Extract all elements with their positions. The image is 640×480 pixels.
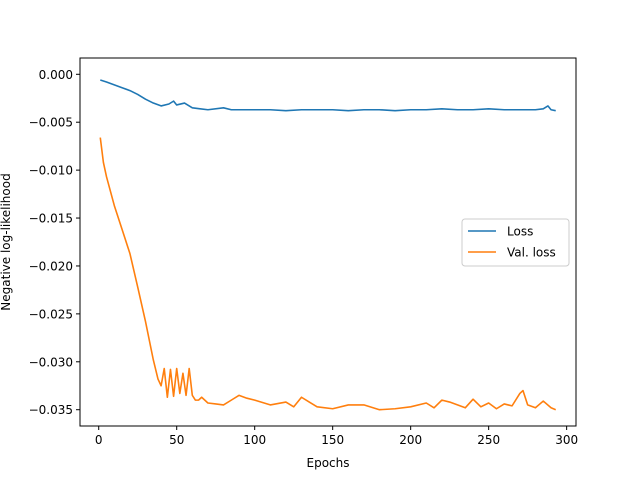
y-tick-label: −0.025 (29, 307, 73, 321)
legend: Loss Val. loss (461, 218, 570, 267)
y-tick-label: −0.010 (29, 164, 73, 178)
x-tick-label: 150 (321, 433, 344, 447)
x-tick-label: 250 (477, 433, 500, 447)
y-tick-label: −0.015 (29, 212, 73, 226)
x-tick-label: 100 (243, 433, 266, 447)
x-axis: 0 50 100 150 200 250 300 (95, 426, 578, 447)
x-tick-label: 200 (399, 433, 422, 447)
y-tick-label: −0.030 (29, 355, 73, 369)
legend-label-val-loss: Val. loss (507, 246, 556, 260)
y-axis-label: Negative log-likelihood (0, 173, 13, 310)
y-tick-label: −0.005 (29, 116, 73, 130)
y-tick-label: −0.035 (29, 403, 73, 417)
y-tick-label: −0.020 (29, 259, 73, 273)
series-layer (99, 79, 557, 411)
y-tick-label: 0.000 (39, 68, 73, 82)
x-tick-label: 50 (169, 433, 184, 447)
series-line-val-loss (99, 137, 557, 411)
x-tick-label: 300 (555, 433, 578, 447)
legend-label-loss: Loss (507, 225, 533, 239)
axes-frame (79, 57, 577, 427)
x-axis-label: Epochs (307, 456, 350, 470)
y-axis: 0.000 −0.005 −0.010 −0.015 −0.020 −0.025 −0.03… (29, 68, 80, 417)
x-tick-label: 0 (95, 433, 103, 447)
series-line-loss (100, 79, 556, 112)
